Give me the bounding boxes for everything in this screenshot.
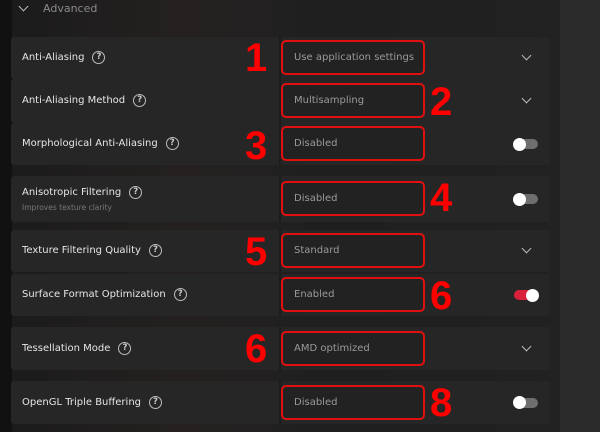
setting-row: Anisotropic Filtering? Improves texture …: [11, 176, 550, 222]
setting-label: Surface Format Optimization?: [22, 288, 187, 301]
toggle-switch[interactable]: [514, 288, 539, 302]
setting-value-box[interactable]: Disabled: [281, 384, 425, 420]
setting-value: Standard: [294, 245, 340, 256]
setting-value-box[interactable]: Use application settings: [281, 40, 425, 75]
setting-value-box[interactable]: Enabled: [281, 277, 425, 312]
divider: [279, 381, 281, 424]
annotation-number: 3: [245, 124, 268, 168]
divider: [279, 123, 281, 165]
setting-label: Morphological Anti-Aliasing?: [22, 137, 179, 150]
divider: [279, 37, 281, 79]
setting-label-text: Morphological Anti-Aliasing: [22, 138, 158, 149]
advanced-section-header[interactable]: Advanced: [18, 0, 98, 16]
setting-label: OpenGL Triple Buffering?: [22, 395, 163, 409]
setting-value-box[interactable]: Disabled: [281, 181, 425, 216]
annotation-number: 2: [430, 80, 453, 124]
annotation-number: 4: [430, 176, 453, 220]
setting-value-box[interactable]: Multisampling: [281, 83, 425, 118]
help-icon[interactable]: ?: [92, 51, 106, 64]
toggle-switch[interactable]: [513, 137, 538, 151]
toggle-switch[interactable]: [513, 396, 538, 409]
setting-row: Anti-Aliasing Method?: [11, 79, 550, 123]
setting-value-box[interactable]: Disabled: [281, 126, 425, 161]
setting-row: Anti-Aliasing?: [11, 37, 550, 79]
setting-value: Enabled: [294, 289, 335, 300]
divider: [279, 327, 281, 370]
divider: [279, 274, 281, 316]
setting-value: Use application settings: [294, 52, 415, 63]
setting-label: Anti-Aliasing Method?: [22, 94, 147, 107]
divider: [279, 79, 281, 123]
setting-row: OpenGL Triple Buffering?: [11, 381, 550, 424]
setting-label-text: Surface Format Optimization: [22, 289, 166, 300]
setting-sublabel: Improves texture clarity: [22, 203, 112, 212]
setting-label-text: OpenGL Triple Buffering: [22, 396, 142, 408]
setting-row: Morphological Anti-Aliasing?: [11, 123, 550, 165]
setting-row: Surface Format Optimization?: [11, 274, 550, 316]
chevron-down-icon: [18, 1, 29, 11]
help-icon[interactable]: ?: [149, 395, 163, 409]
setting-label-text: Anti-Aliasing Method: [22, 95, 126, 106]
setting-value: Disabled: [294, 193, 338, 204]
divider: [279, 176, 281, 222]
setting-label-text: Texture Filtering Quality: [22, 245, 141, 256]
help-icon[interactable]: ?: [173, 288, 187, 301]
setting-label: Tessellation Mode?: [22, 341, 132, 355]
annotation-number: 5: [245, 230, 268, 274]
help-icon[interactable]: ?: [133, 94, 147, 107]
annotation-number: 1: [245, 36, 268, 80]
divider: [279, 230, 281, 272]
setting-row: Tessellation Mode?: [11, 327, 550, 370]
setting-value-box[interactable]: Standard: [281, 233, 425, 268]
setting-label-text: Anti-Aliasing: [22, 52, 85, 63]
setting-value: AMD optimized: [294, 342, 370, 354]
setting-row: Texture Filtering Quality?: [11, 230, 550, 272]
setting-value: Multisampling: [294, 95, 365, 106]
setting-label: Anisotropic Filtering?: [22, 186, 143, 199]
annotation-number: 6: [430, 274, 453, 318]
setting-value-box[interactable]: AMD optimized: [281, 330, 425, 366]
setting-value: Disabled: [294, 396, 338, 408]
setting-value: Disabled: [294, 138, 338, 149]
help-icon[interactable]: ?: [165, 137, 179, 150]
setting-label-text: Anisotropic Filtering: [22, 187, 122, 198]
annotation-number: 8: [430, 381, 453, 425]
setting-label-text: Tessellation Mode: [22, 342, 111, 354]
help-icon[interactable]: ?: [148, 244, 162, 257]
help-icon[interactable]: ?: [118, 341, 132, 355]
setting-label: Texture Filtering Quality?: [22, 244, 162, 257]
help-icon[interactable]: ?: [129, 186, 143, 199]
setting-label: Anti-Aliasing?: [22, 51, 106, 64]
toggle-switch[interactable]: [513, 192, 538, 206]
annotation-number: 6: [245, 327, 268, 371]
section-title: Advanced: [43, 1, 98, 15]
